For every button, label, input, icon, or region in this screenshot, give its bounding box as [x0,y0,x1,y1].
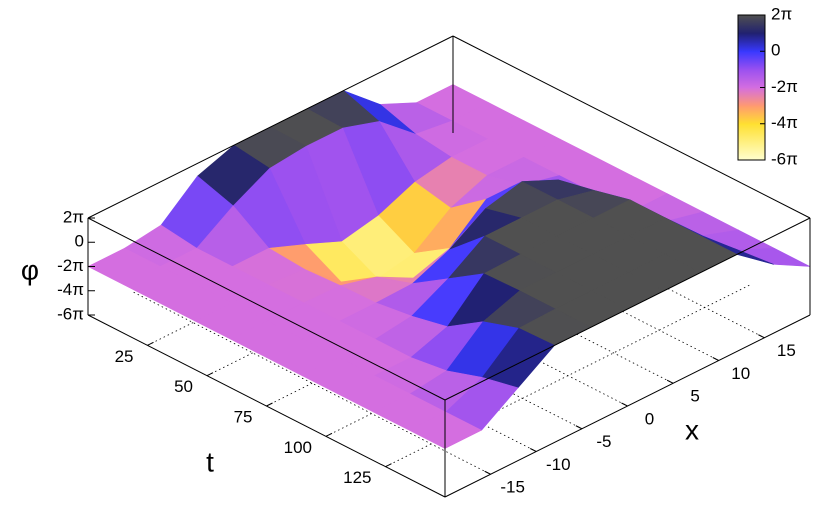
box-edge [87,217,446,401]
z-tick-label: -4π [57,280,84,299]
box-edge [87,35,454,219]
x-axis-label: x [685,414,699,445]
surface [87,84,811,449]
colorbar-segment [738,105,765,125]
labels: t x φ 25 50 75 100 125 -15 -10 -5 0 5 10 15 2π 0 -2π -4… [21,207,796,496]
z-axis-label: φ [21,254,39,285]
x-tick-label: 15 [777,341,796,360]
grid-line [361,178,719,361]
y-tick [385,463,392,468]
box-edge [444,217,811,401]
grid-line [315,200,674,384]
box-edge [452,35,811,219]
y-tick [325,432,333,437]
y-tick-label: 25 [115,347,134,366]
x-tick-label: -5 [596,432,611,451]
colorbar-tick-label: -2π [771,77,798,96]
colorbar-tick-label: -4π [771,113,798,132]
x-tick [484,470,491,475]
x-tick [758,334,765,339]
colorbar-tick-label: -6π [771,149,798,168]
x-tick [530,448,537,452]
z-tick-label: -6π [57,304,84,323]
y-axis-label: t [206,446,214,477]
y-tick-label: 75 [234,407,253,426]
colorbar-segment [738,69,765,88]
x-tick-label: 5 [690,387,699,406]
x-tick [712,357,719,361]
colorbar-segment [738,87,765,107]
x-tick [575,425,583,430]
y-tick [206,372,214,377]
y-tick-label: 125 [343,468,371,487]
colorbar-segment [738,123,765,161]
x-tick-label: -15 [500,478,525,497]
x-tick-label: 10 [731,364,750,383]
colorbar: 2π 0 -2π -4π -6π [737,4,798,168]
colorbar-segment [738,15,765,34]
x-tick [621,402,628,407]
y-tick [266,402,273,407]
x-tick-label: 0 [645,409,654,428]
colorbar-tick-label: 2π [771,4,792,23]
x-tick [666,379,674,384]
colorbar-segment [738,33,765,52]
z-tick-label: 2π [63,207,84,226]
grid-line [224,246,583,430]
colorbar-tick-label: 0 [771,41,780,60]
y-tick-label: 100 [284,438,312,457]
x-tick-label: -10 [546,455,571,474]
y-tick-label: 50 [174,377,193,396]
z-tick-label: 0 [75,232,84,251]
y-tick [147,341,154,346]
colorbar-segment [738,51,765,70]
z-tick-label: -2π [57,256,84,275]
